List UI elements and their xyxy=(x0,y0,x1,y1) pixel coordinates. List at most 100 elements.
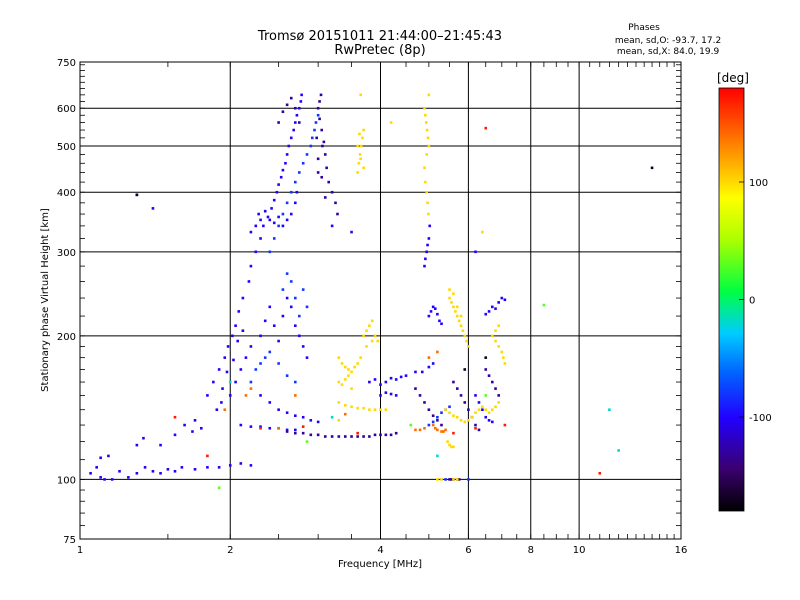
data-point xyxy=(463,334,467,338)
data-point xyxy=(305,356,309,359)
data-point xyxy=(193,419,197,422)
data-point xyxy=(336,212,339,216)
data-point xyxy=(301,288,305,291)
data-point xyxy=(503,423,507,427)
data-point xyxy=(425,153,428,156)
data-point xyxy=(259,426,262,430)
data-point xyxy=(477,428,481,432)
data-point xyxy=(474,394,477,397)
data-point xyxy=(368,408,371,412)
data-point xyxy=(494,307,497,310)
data-point xyxy=(452,431,455,435)
data-point xyxy=(236,339,240,343)
data-point xyxy=(474,250,477,254)
data-point xyxy=(497,301,500,304)
data-point xyxy=(423,106,426,110)
data-point xyxy=(249,345,253,348)
data-point xyxy=(440,478,443,481)
data-point xyxy=(263,356,267,359)
data-point xyxy=(384,391,388,394)
data-point xyxy=(301,425,305,428)
data-point xyxy=(277,339,280,343)
data-point xyxy=(431,420,435,424)
data-point xyxy=(343,435,347,438)
data-point xyxy=(231,334,234,338)
data-point xyxy=(268,218,272,222)
data-point xyxy=(373,378,377,381)
data-point xyxy=(277,362,280,365)
data-point xyxy=(305,440,309,443)
data-point xyxy=(356,435,359,438)
data-point xyxy=(370,339,374,343)
data-point xyxy=(414,370,417,374)
data-point xyxy=(277,408,280,412)
data-point xyxy=(617,449,620,452)
data-point xyxy=(151,469,155,473)
data-point xyxy=(223,408,227,412)
data-point xyxy=(289,136,293,140)
data-point xyxy=(285,430,289,433)
data-point xyxy=(431,305,435,309)
data-point xyxy=(359,157,362,161)
data-point xyxy=(450,445,453,449)
data-point xyxy=(297,121,301,124)
data-point xyxy=(316,433,320,437)
y-tick-label: 500 xyxy=(57,142,76,153)
data-point xyxy=(225,370,229,374)
data-point xyxy=(343,404,347,407)
data-point xyxy=(463,368,467,371)
data-point xyxy=(206,394,209,397)
data-point xyxy=(484,126,488,130)
data-point xyxy=(487,419,491,422)
data-point xyxy=(244,356,248,359)
data-point xyxy=(294,106,297,110)
data-point xyxy=(356,362,359,365)
data-point xyxy=(309,419,313,422)
data-point xyxy=(433,307,437,310)
data-point xyxy=(215,408,219,412)
data-point xyxy=(294,180,297,184)
data-point xyxy=(285,411,289,414)
data-point xyxy=(484,408,488,412)
data-point xyxy=(327,180,331,184)
data-point xyxy=(446,440,449,443)
data-point xyxy=(135,471,139,475)
data-point xyxy=(359,144,363,148)
data-point xyxy=(206,454,209,458)
data-point xyxy=(427,93,431,97)
data-point xyxy=(268,401,272,404)
data-point xyxy=(217,368,221,371)
data-point xyxy=(270,207,273,210)
chart-title: Tromsø 20151011 21:44:00–21:45:43 xyxy=(257,29,502,44)
data-point xyxy=(459,314,463,318)
data-point xyxy=(347,374,350,377)
data-point xyxy=(259,394,262,397)
data-point xyxy=(316,157,320,161)
data-point xyxy=(359,93,362,97)
data-point xyxy=(263,319,267,323)
data-point xyxy=(135,443,139,447)
data-point xyxy=(477,408,481,412)
phase-info-o: mean, sd,O: -93.7, 17.2 xyxy=(615,36,721,46)
y-tick-label: 600 xyxy=(57,104,76,115)
data-point xyxy=(249,464,253,467)
data-point xyxy=(320,175,324,179)
data-point xyxy=(484,394,488,397)
data-point xyxy=(217,466,221,469)
data-point xyxy=(444,408,447,412)
data-point xyxy=(452,414,455,418)
chart-subtitle: RwPretec (8p) xyxy=(334,43,425,58)
colorbar-tick-label: 0 xyxy=(749,296,755,307)
data-point xyxy=(241,296,245,300)
data-point xyxy=(334,201,337,205)
data-point xyxy=(319,93,323,97)
data-point xyxy=(232,358,235,362)
data-point xyxy=(350,435,353,438)
data-point xyxy=(310,136,314,140)
data-point xyxy=(424,257,427,261)
data-point xyxy=(440,411,443,414)
data-point xyxy=(365,329,368,332)
data-point xyxy=(440,322,443,326)
data-point xyxy=(361,136,364,140)
data-point xyxy=(259,218,262,222)
